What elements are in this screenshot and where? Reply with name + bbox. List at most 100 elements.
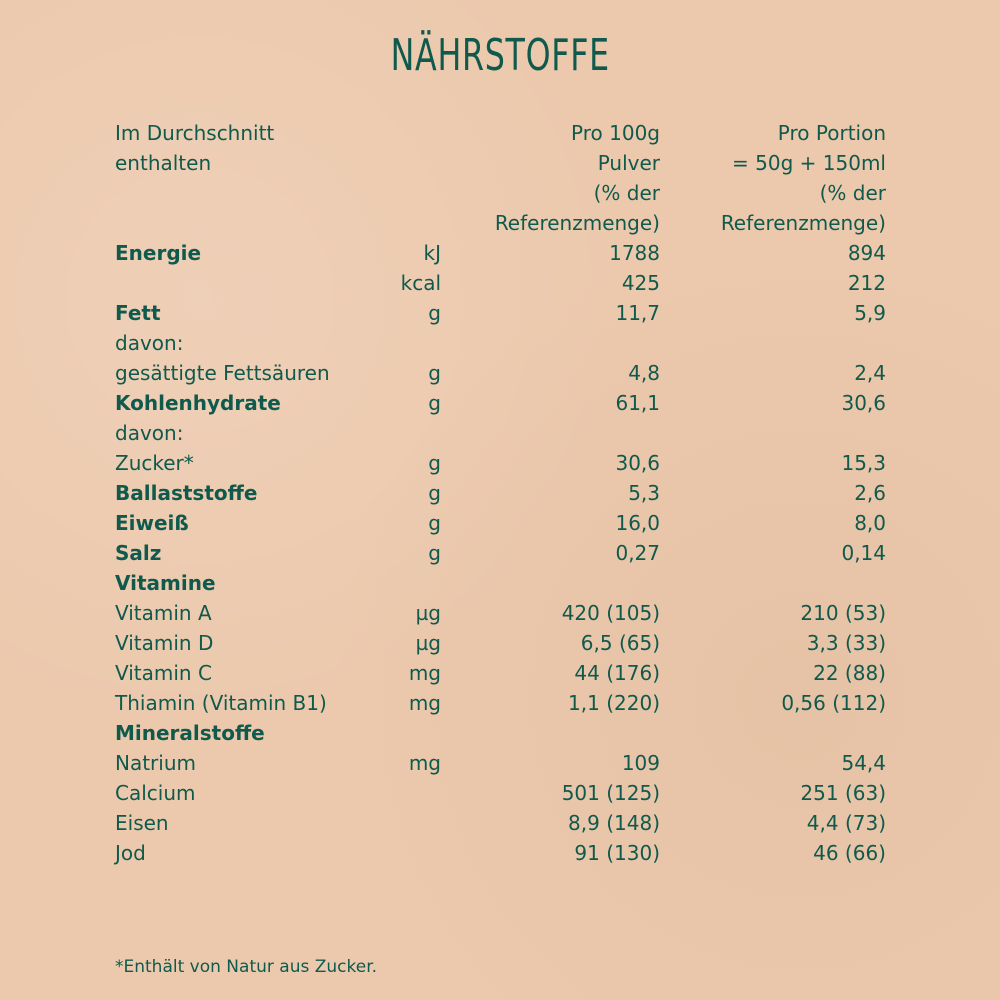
cell-label: Eiweiß — [115, 511, 189, 535]
cell-v2: 894 — [847, 241, 886, 265]
header-line: (% der (% der — [0, 178, 1000, 208]
cell-v1: 30,6 — [615, 451, 660, 475]
cell-v2: 15,3 — [841, 451, 886, 475]
cell-label: Vitamin C — [115, 661, 212, 685]
cell-unit: kJ — [423, 241, 441, 265]
cell-v2: 54,4 — [841, 751, 886, 775]
cell-v2: 0,14 — [841, 541, 886, 565]
cell-unit: g — [428, 511, 441, 535]
cell-v2: 5,9 — [854, 301, 886, 325]
cell-unit: µg — [415, 631, 441, 655]
cell-label: Thiamin (Vitamin B1) — [115, 691, 327, 715]
cell-v2: 8,0 — [854, 511, 886, 535]
cell-v2: 251 (63) — [800, 781, 886, 805]
cell-label: Fett — [115, 301, 161, 325]
table-row: Calcium 501 (125) 251 (63) — [0, 778, 1000, 808]
cell-label: Vitamin D — [115, 631, 214, 655]
table-row: Vitamine — [0, 568, 1000, 598]
cell-label: Jod — [115, 841, 146, 865]
cell-v1: 425 — [621, 271, 660, 295]
cell-v2: 4,4 (73) — [806, 811, 886, 835]
cell-v1: 11,7 — [615, 301, 660, 325]
cell-label: davon: — [115, 421, 184, 445]
table-row: Salz g 0,27 0,14 — [0, 538, 1000, 568]
cell-label: Ballaststoffe — [115, 481, 258, 505]
page-title: NÄHRSTOFFE — [390, 30, 610, 81]
header-col1: Pro 100g — [571, 121, 660, 145]
cell-v1: 1,1 (220) — [568, 691, 660, 715]
cell-unit: g — [428, 541, 441, 565]
table-row: gesättigte Fettsäuren g 4,8 2,4 — [0, 358, 1000, 388]
cell-label: Natrium — [115, 751, 196, 775]
cell-v2: 212 — [847, 271, 886, 295]
cell-unit: mg — [408, 751, 441, 775]
cell-label: Energie — [115, 241, 202, 265]
cell-v2: 46 (66) — [813, 841, 886, 865]
cell-label: Eisen — [115, 811, 169, 835]
table-row: Eiweiß g 16,0 8,0 — [0, 508, 1000, 538]
cell-v1: 8,9 (148) — [568, 811, 660, 835]
header-col2: = 50g + 150ml — [732, 151, 886, 175]
header-line: enthalten Pulver = 50g + 150ml — [0, 148, 1000, 178]
table-row: Vitamin C mg 44 (176) 22 (88) — [0, 658, 1000, 688]
cell-v2: 2,4 — [854, 361, 886, 385]
cell-v1: 0,27 — [615, 541, 660, 565]
cell-v2: 210 (53) — [800, 601, 886, 625]
table-row: Kohlenhydrate g 61,1 30,6 — [0, 388, 1000, 418]
cell-label: davon: — [115, 331, 184, 355]
cell-unit: g — [428, 361, 441, 385]
cell-label: Vitamin A — [115, 601, 212, 625]
cell-v1: 4,8 — [628, 361, 660, 385]
header-col1: (% der — [593, 181, 660, 205]
table-row: Fett g 11,7 5,9 — [0, 298, 1000, 328]
cell-unit: kcal — [400, 271, 441, 295]
table-row: davon: — [0, 418, 1000, 448]
header-label: enthalten — [115, 151, 212, 175]
cell-v1: 420 (105) — [561, 601, 660, 625]
cell-v2: 3,3 (33) — [806, 631, 886, 655]
cell-unit: g — [428, 391, 441, 415]
cell-v1: 501 (125) — [561, 781, 660, 805]
table-row: kcal 425 212 — [0, 268, 1000, 298]
cell-label: Vitamine — [115, 571, 216, 595]
table-row: Eisen 8,9 (148) 4,4 (73) — [0, 808, 1000, 838]
header-label: Im Durchschnitt — [115, 121, 275, 145]
cell-unit: g — [428, 451, 441, 475]
header-col1: Pulver — [597, 151, 660, 175]
cell-label: Calcium — [115, 781, 196, 805]
cell-v2: 2,6 — [854, 481, 886, 505]
table-row: Ballaststoffe g 5,3 2,6 — [0, 478, 1000, 508]
table-row: Vitamin A µg 420 (105) 210 (53) — [0, 598, 1000, 628]
cell-v2: 0,56 (112) — [781, 691, 886, 715]
cell-label: gesättigte Fettsäuren — [115, 361, 330, 385]
cell-unit: g — [428, 301, 441, 325]
cell-v1: 1788 — [609, 241, 660, 265]
header-col2: Referenzmenge) — [720, 211, 886, 235]
cell-label: Zucker* — [115, 451, 194, 475]
cell-v1: 61,1 — [615, 391, 660, 415]
cell-unit: g — [428, 481, 441, 505]
cell-v2: 30,6 — [841, 391, 886, 415]
table-row: davon: — [0, 328, 1000, 358]
table-row: Jod 91 (130) 46 (66) — [0, 838, 1000, 868]
header-line: Referenzmenge) Referenzmenge) — [0, 208, 1000, 238]
cell-v1: 6,5 (65) — [580, 631, 660, 655]
table-row: Natrium mg 109 54,4 — [0, 748, 1000, 778]
cell-label: Kohlenhydrate — [115, 391, 281, 415]
cell-v1: 16,0 — [615, 511, 660, 535]
cell-v1: 44 (176) — [574, 661, 660, 685]
table-row: Thiamin (Vitamin B1) mg 1,1 (220) 0,56 (112… — [0, 688, 1000, 718]
cell-label: Mineralstoffe — [115, 721, 265, 745]
table-row: Mineralstoffe — [0, 718, 1000, 748]
cell-label: Salz — [115, 541, 162, 565]
footnote: *Enthält von Natur aus Zucker. — [115, 957, 378, 977]
table-row: Vitamin D µg 6,5 (65) 3,3 (33) — [0, 628, 1000, 658]
header-col1: Referenzmenge) — [494, 211, 660, 235]
table-row: Zucker* g 30,6 15,3 — [0, 448, 1000, 478]
cell-unit: mg — [408, 661, 441, 685]
header-line: Im Durchschnitt Pro 100g Pro Portion — [0, 118, 1000, 148]
cell-unit: mg — [408, 691, 441, 715]
header-col2: Pro Portion — [777, 121, 886, 145]
header-col2: (% der — [819, 181, 886, 205]
cell-v1: 5,3 — [628, 481, 660, 505]
